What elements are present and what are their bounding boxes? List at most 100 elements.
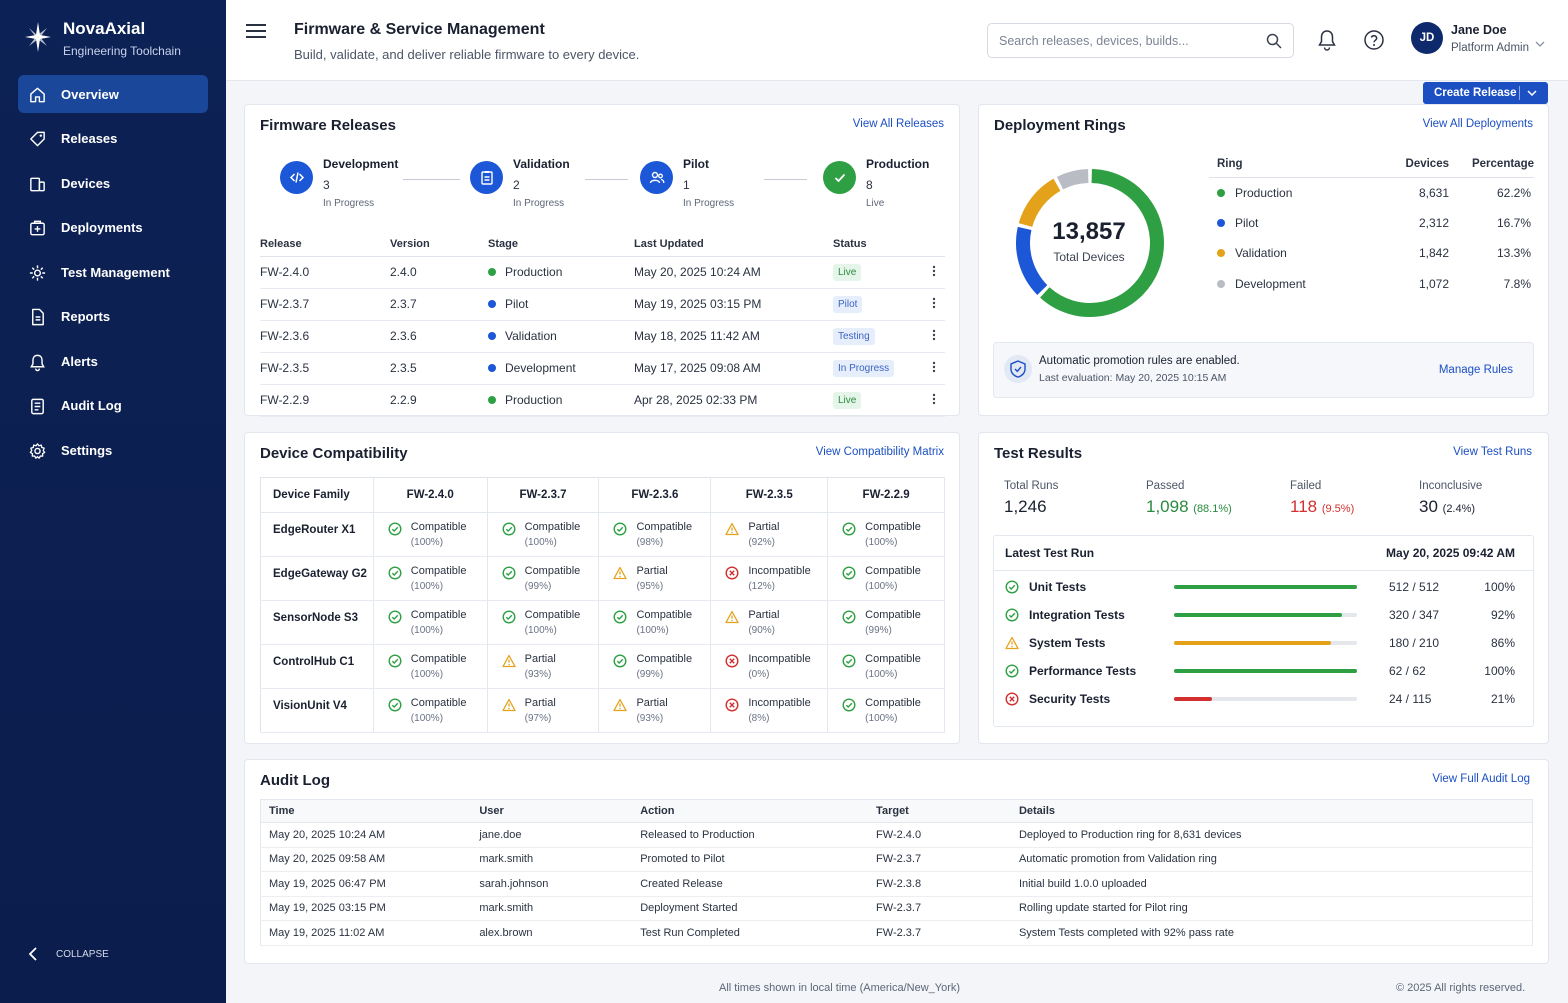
row-actions-menu[interactable]	[923, 256, 945, 289]
donut-segment-pilot[interactable]	[1016, 226, 1048, 295]
chevron-down-icon[interactable]	[1527, 90, 1537, 96]
pipeline-stage-validation[interactable]: Validation 2 In Progress	[470, 155, 570, 209]
table-row[interactable]: FW-2.3.6 2.3.6 Validation May 18, 2025 11:4…	[260, 320, 945, 353]
kebab-menu-icon[interactable]	[932, 265, 936, 277]
pipeline-stage-development[interactable]: Development 3 In Progress	[280, 155, 398, 209]
table-row[interactable]: FW-2.4.0 2.4.0 Production May 20, 2025 10:2…	[260, 256, 945, 289]
sidebar-item-devices[interactable]: Devices	[18, 164, 208, 202]
hamburger-menu-icon[interactable]	[246, 23, 266, 39]
compatibility-cell[interactable]: Compatible (98%)	[598, 512, 712, 557]
donut-segment-validation[interactable]	[1018, 178, 1061, 228]
view-all-deployments-link[interactable]: View All Deployments	[1422, 118, 1533, 130]
compatibility-cell[interactable]: Partial (92%)	[710, 512, 829, 557]
row-actions-menu[interactable]	[923, 288, 945, 321]
donut-segment-production[interactable]	[1040, 169, 1164, 317]
table-row[interactable]: May 19, 2025 03:15 PM mark.smith Deploymen…	[260, 896, 1533, 921]
test-suite-row[interactable]: Security Tests 24 / 115 21%	[1005, 689, 1525, 709]
table-row[interactable]: FW-2.3.5 2.3.5 Development May 17, 2025 09:…	[260, 352, 945, 385]
manage-rules-link[interactable]: Manage Rules	[1438, 364, 1513, 376]
compatibility-cell[interactable]: Partial (93%)	[487, 644, 600, 689]
sidebar-item-test-management[interactable]: Test Management	[18, 253, 208, 291]
table-row[interactable]: May 19, 2025 06:47 PM sarah.johnson Create…	[260, 871, 1533, 897]
row-actions-menu[interactable]	[923, 320, 945, 353]
test-suite-row[interactable]: Unit Tests 512 / 512 100%	[1005, 577, 1525, 597]
row-actions-menu[interactable]	[923, 352, 945, 385]
compatibility-cell[interactable]: Partial (90%)	[710, 600, 829, 645]
ring-row[interactable]: Development 1,072 7.8%	[1209, 269, 1534, 300]
search-input[interactable]	[999, 33, 1254, 48]
ring-row[interactable]: Pilot 2,312 16.7%	[1209, 208, 1534, 239]
sidebar-item-releases[interactable]: Releases	[18, 120, 208, 158]
compatibility-cell[interactable]: Incompatible (8%)	[710, 688, 829, 733]
audit-time: May 20, 2025 10:24 AM	[260, 822, 472, 848]
column-header: FW-2.3.5	[710, 477, 829, 513]
table-row[interactable]: VisionUnit V4 Compatible (100%) Partial (97%…	[260, 688, 945, 733]
ring-row[interactable]: Validation 1,842 13.3%	[1209, 238, 1534, 269]
ring-row[interactable]: Production 8,631 62.2%	[1209, 177, 1534, 208]
compatibility-cell[interactable]: Compatible (99%)	[598, 644, 712, 689]
table-row[interactable]: FW-2.2.9 2.2.9 Production Apr 28, 2025 02:3…	[260, 384, 945, 417]
compatibility-cell[interactable]: Incompatible (12%)	[710, 556, 829, 601]
pipeline-stage-pilot[interactable]: Pilot 1 In Progress	[640, 155, 734, 209]
compatibility-cell[interactable]: Partial (97%)	[487, 688, 600, 733]
compatibility-cell[interactable]: Compatible (100%)	[373, 644, 488, 689]
home-icon	[28, 85, 47, 104]
compatibility-cell[interactable]: Compatible (99%)	[487, 556, 600, 601]
table-row[interactable]: May 20, 2025 09:58 AM mark.smith Promoted …	[260, 847, 1533, 872]
compatibility-cell[interactable]: Compatible (100%)	[373, 688, 488, 733]
collapse-button[interactable]: COLLAPSE	[28, 946, 109, 962]
table-row[interactable]: FW-2.3.7 2.3.7 Pilot May 19, 2025 03:15 PM P…	[260, 288, 945, 321]
search-box[interactable]	[987, 23, 1294, 58]
compatibility-cell[interactable]: Compatible (100%)	[487, 512, 600, 557]
compatibility-cell[interactable]: Compatible (100%)	[487, 600, 600, 645]
compatibility-label: Compatible	[410, 697, 467, 709]
users-icon	[640, 161, 673, 194]
table-row[interactable]: ControlHub C1 Compatible (100%) Partial (93%…	[260, 644, 945, 689]
table-row[interactable]: SensorNode S3 Compatible (100%) Compatible (…	[260, 600, 945, 645]
sidebar-item-label: Releases	[61, 131, 118, 146]
compatibility-cell[interactable]: Compatible (100%)	[373, 512, 488, 557]
kebab-menu-icon[interactable]	[932, 297, 936, 309]
table-row[interactable]: May 19, 2025 11:02 AM alex.brown Test Run …	[260, 920, 1533, 946]
sidebar-item-audit-log[interactable]: Audit Log	[18, 387, 208, 425]
sidebar-item-settings[interactable]: Settings	[18, 431, 208, 469]
help-icon[interactable]	[1363, 29, 1385, 51]
rings-table: Ring Devices Percentage Production 8,631 62.…	[1209, 151, 1534, 299]
compatibility-cell[interactable]: Compatible (100%)	[827, 688, 945, 733]
sidebar-item-overview[interactable]: Overview	[18, 75, 208, 113]
compatibility-cell[interactable]: Compatible (100%)	[373, 556, 488, 601]
compatibility-cell[interactable]: Compatible (99%)	[827, 600, 945, 645]
compatibility-cell[interactable]: Partial (93%)	[598, 688, 712, 733]
view-compatibility-matrix-link[interactable]: View Compatibility Matrix	[815, 446, 944, 458]
compatibility-cell[interactable]: Compatible (100%)	[827, 512, 945, 557]
test-suite-row[interactable]: Integration Tests 320 / 347 92%	[1005, 605, 1525, 625]
kebab-menu-icon[interactable]	[932, 393, 936, 405]
notifications-bell-icon[interactable]	[1317, 29, 1337, 51]
pipeline-stage-production[interactable]: Production 8 Live	[823, 155, 929, 209]
user-menu[interactable]: JD Jane Doe Platform Admin	[1411, 22, 1545, 54]
compatibility-cell[interactable]: Partial (95%)	[598, 556, 712, 601]
sidebar-item-alerts[interactable]: Alerts	[18, 342, 208, 380]
view-all-releases-link[interactable]: View All Releases	[852, 118, 944, 130]
compatibility-cell[interactable]: Compatible (100%)	[827, 556, 945, 601]
table-row[interactable]: May 20, 2025 10:24 AM jane.doe Released to…	[260, 822, 1533, 848]
compatibility-cell[interactable]: Compatible (100%)	[373, 600, 488, 645]
table-row[interactable]: EdgeRouter X1 Compatible (100%) Compatible (…	[260, 512, 945, 557]
kebab-menu-icon[interactable]	[932, 361, 936, 373]
test-suite-row[interactable]: System Tests 180 / 210 86%	[1005, 633, 1525, 653]
search-icon[interactable]	[1266, 33, 1282, 49]
sidebar-item-deployments[interactable]: Deployments	[18, 209, 208, 247]
compatibility-cell[interactable]: Compatible (100%)	[827, 644, 945, 689]
create-release-button[interactable]: Create Release	[1423, 82, 1548, 104]
donut-segment-development[interactable]	[1056, 169, 1089, 190]
row-actions-menu[interactable]	[923, 384, 945, 417]
sidebar-item-reports[interactable]: Reports	[18, 298, 208, 336]
compatibility-cell[interactable]: Compatible (100%)	[598, 600, 712, 645]
brand[interactable]: NovaAxial Engineering Toolchain	[22, 17, 181, 58]
view-full-audit-log-link[interactable]: View Full Audit Log	[1432, 773, 1530, 785]
kebab-menu-icon[interactable]	[932, 329, 936, 341]
test-suite-row[interactable]: Performance Tests 62 / 62 100%	[1005, 661, 1525, 681]
view-test-runs-link[interactable]: View Test Runs	[1453, 446, 1532, 458]
table-row[interactable]: EdgeGateway G2 Compatible (100%) Compatible…	[260, 556, 945, 601]
compatibility-cell[interactable]: Incompatible (0%)	[710, 644, 829, 689]
